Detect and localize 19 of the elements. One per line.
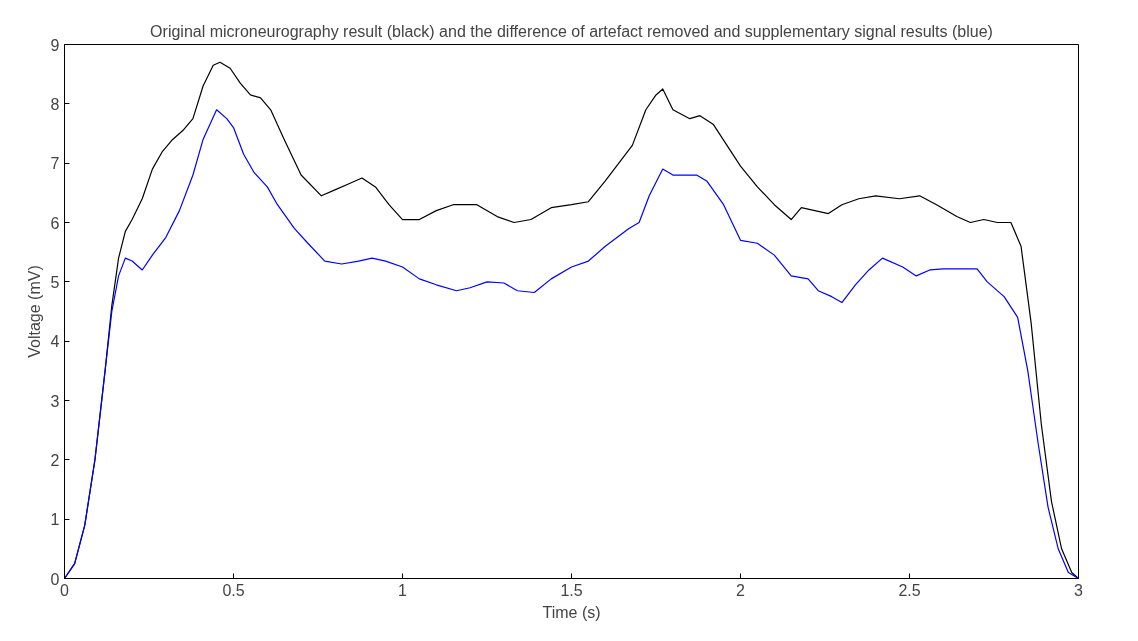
x-tick-label: 2: [736, 581, 746, 599]
y-tick-label: 3: [50, 392, 60, 410]
x-tick-label: 3: [1074, 581, 1084, 599]
y-tick-label: 8: [50, 95, 60, 113]
y-tick-label: 2: [50, 451, 60, 469]
y-tick-label: 9: [50, 36, 60, 54]
x-tick-label: 0.5: [222, 581, 245, 599]
y-tick-label: 6: [50, 214, 60, 232]
y-tick-label: 4: [50, 333, 60, 351]
y-tick-label: 7: [50, 155, 60, 173]
x-axis-title: Time (s): [542, 603, 601, 621]
chart-title: Original microneurography result (black) and the difference of artefact removed and supplementary signal results (blue): [150, 22, 993, 40]
y-axis-title: Voltage (mV): [25, 265, 43, 358]
x-tick-label: 1: [398, 581, 408, 599]
y-tick-label: 0: [50, 570, 60, 588]
y-tick-label: 5: [50, 273, 60, 291]
y-tick-label: 1: [50, 511, 60, 529]
x-tick-label: 2.5: [898, 581, 921, 599]
x-tick-label: 1.5: [560, 581, 583, 599]
